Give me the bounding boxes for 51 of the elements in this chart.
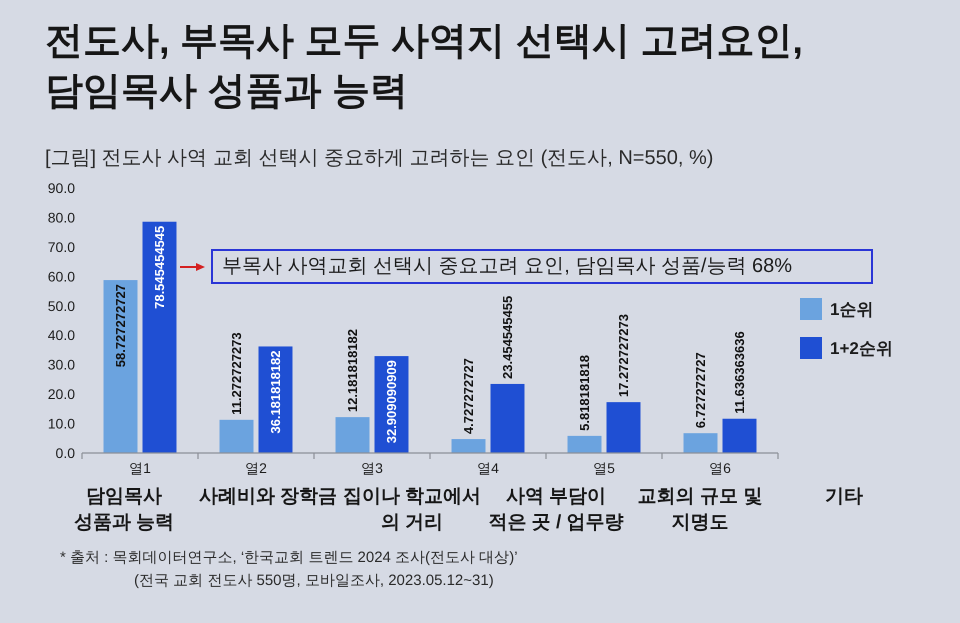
legend-label: 1순위	[830, 300, 874, 319]
bar	[490, 384, 524, 453]
bar	[452, 439, 486, 453]
category-text: 담임목사 성품과 능력	[74, 485, 174, 535]
data-label: 11.636363636	[732, 331, 747, 414]
source: * 출처 : 목회데이터연구소, ‘한국교회 트렌드 2024 조사(전도사 대상)’	[60, 548, 518, 567]
bar	[336, 417, 370, 453]
bar	[722, 418, 756, 453]
data-label: 36.181818182	[268, 350, 283, 434]
category-text: 집이나 학교에서 의 거리	[342, 485, 482, 535]
bar	[142, 222, 176, 453]
category-text: 교회의 규모 및 지명도	[638, 485, 762, 535]
y-tick-label: 20.0	[48, 386, 76, 402]
source: (전국 교회 전도사 550명, 모바일조사, 2023.05.12~31)	[134, 571, 494, 590]
subtitle: [그림] 전도사 사역 교회 선택시 중요하게 고려하는 요인 (전도사, N=550, %)	[45, 146, 714, 171]
bar	[606, 402, 640, 453]
data-label: 6.727272727	[693, 352, 708, 428]
x-tick-label: 열3	[361, 460, 384, 476]
legend-label: 1+2순위	[830, 339, 893, 358]
category-text: 사례비와 장학금	[198, 485, 338, 509]
x-tick-label: 열5	[593, 460, 616, 476]
y-tick-label: 80.0	[48, 209, 76, 226]
category-text: 기타	[825, 485, 863, 509]
y-tick-label: 60.0	[48, 268, 76, 284]
bar	[568, 436, 602, 453]
y-tick-label: 40.0	[48, 327, 76, 344]
data-label: 58.727272727	[113, 284, 128, 368]
bar	[684, 433, 718, 453]
data-label: 12.181818182	[345, 328, 360, 412]
y-tick-label: 70.0	[48, 238, 76, 255]
data-label: 5.818181818	[577, 354, 592, 431]
bar	[220, 420, 254, 453]
data-label: 32.909090909	[384, 360, 399, 444]
y-tick-label: 50.0	[48, 298, 76, 314]
y-tick-label: 0.0	[56, 445, 76, 461]
y-tick-label: 90.0	[48, 180, 76, 196]
data-label: 23.454545455	[500, 296, 515, 379]
x-tick-label: 열1	[129, 460, 152, 476]
category-text: 사역 부담이 적은 곳 / 업무량	[488, 485, 624, 535]
bar	[104, 280, 138, 453]
y-tick-label: 30.0	[48, 356, 76, 373]
data-label: 17.272727273	[616, 314, 631, 398]
data-label: 11.272727273	[229, 332, 244, 415]
data-label: 78.545454545	[152, 226, 167, 309]
x-tick-label: 열6	[709, 460, 732, 476]
annotation: 부목사 사역교회 선택시 중요고려 요인, 담임목사 성품/능력 68%	[222, 254, 792, 279]
data-label: 4.727272727	[461, 358, 476, 434]
y-tick-label: 10.0	[48, 416, 76, 432]
x-tick-label: 열4	[477, 460, 500, 476]
x-tick-label: 열2	[245, 460, 268, 476]
title: 전도사, 부목사 모두 사역지 선택시 고려요인, 담임목사 성품과 능력	[45, 19, 804, 114]
